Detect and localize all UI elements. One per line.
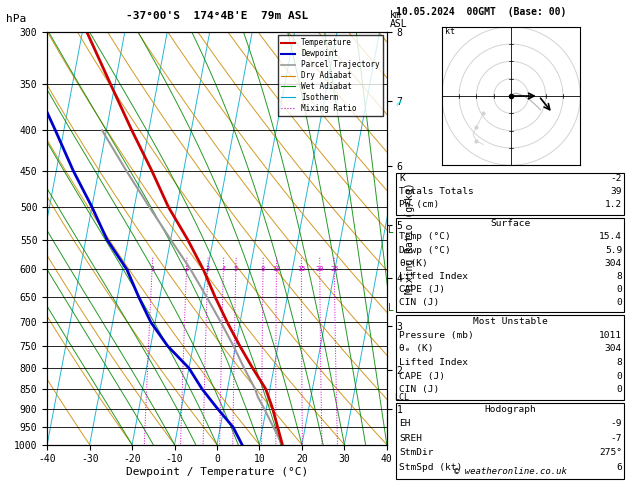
Text: 10.05.2024  00GMT  (Base: 00): 10.05.2024 00GMT (Base: 00) — [396, 7, 567, 17]
Text: K: K — [399, 174, 405, 184]
Text: Lifted Index: Lifted Index — [399, 272, 469, 281]
Text: 25: 25 — [330, 266, 338, 273]
Text: PW (cm): PW (cm) — [399, 200, 440, 209]
Text: Surface: Surface — [490, 219, 530, 228]
Text: 1: 1 — [150, 266, 154, 273]
Text: 5: 5 — [234, 266, 238, 273]
Text: CIN (J): CIN (J) — [399, 298, 440, 307]
Text: 0: 0 — [616, 285, 622, 294]
Text: CAPE (J): CAPE (J) — [399, 285, 445, 294]
Text: km
ASL: km ASL — [390, 10, 408, 29]
Text: hPa: hPa — [6, 14, 26, 24]
Text: Lifted Index: Lifted Index — [399, 358, 469, 367]
Text: 5.9: 5.9 — [605, 245, 622, 255]
Text: StmSpd (kt): StmSpd (kt) — [399, 463, 463, 472]
Text: 1011: 1011 — [599, 330, 622, 340]
Text: 4: 4 — [221, 266, 226, 273]
Text: 8: 8 — [616, 272, 622, 281]
Text: EH: EH — [399, 419, 411, 428]
Text: 0: 0 — [616, 385, 622, 395]
Text: 3: 3 — [206, 266, 210, 273]
Text: 15.4: 15.4 — [599, 232, 622, 242]
Text: CIN (J): CIN (J) — [399, 385, 440, 395]
Text: LCL: LCL — [394, 393, 409, 401]
Text: 2: 2 — [184, 266, 189, 273]
Text: -37°00'S  174°4B'E  79m ASL: -37°00'S 174°4B'E 79m ASL — [126, 11, 308, 21]
Text: kt: kt — [445, 27, 455, 35]
Text: Most Unstable: Most Unstable — [473, 317, 547, 326]
Text: ~: ~ — [393, 96, 407, 110]
Text: 15: 15 — [297, 266, 306, 273]
Text: L: L — [388, 225, 394, 235]
Text: θₑ (K): θₑ (K) — [399, 344, 434, 353]
Text: 275°: 275° — [599, 448, 622, 457]
Legend: Temperature, Dewpoint, Parcel Trajectory, Dry Adiabat, Wet Adiabat, Isotherm, Mi: Temperature, Dewpoint, Parcel Trajectory… — [279, 35, 383, 116]
Text: CAPE (J): CAPE (J) — [399, 372, 445, 381]
Text: 304: 304 — [605, 344, 622, 353]
Text: 304: 304 — [605, 259, 622, 268]
Text: -7: -7 — [611, 434, 622, 443]
Text: SREH: SREH — [399, 434, 423, 443]
Text: Temp (°C): Temp (°C) — [399, 232, 451, 242]
Text: L: L — [388, 303, 394, 313]
Text: -9: -9 — [611, 419, 622, 428]
Text: 10: 10 — [272, 266, 281, 273]
Text: Hodograph: Hodograph — [484, 405, 536, 414]
X-axis label: Dewpoint / Temperature (°C): Dewpoint / Temperature (°C) — [126, 467, 308, 477]
Text: 1.2: 1.2 — [605, 200, 622, 209]
Text: 20: 20 — [316, 266, 324, 273]
Text: 6: 6 — [616, 463, 622, 472]
Text: 0: 0 — [616, 372, 622, 381]
Text: 8: 8 — [616, 358, 622, 367]
Text: -2: -2 — [611, 174, 622, 184]
Text: StmDir: StmDir — [399, 448, 434, 457]
Y-axis label: Mixing Ratio (g/kg): Mixing Ratio (g/kg) — [405, 182, 415, 294]
Text: θₑ(K): θₑ(K) — [399, 259, 428, 268]
Text: 0: 0 — [616, 298, 622, 307]
Text: 8: 8 — [261, 266, 265, 273]
Text: Totals Totals: Totals Totals — [399, 187, 474, 196]
Text: Dewp (°C): Dewp (°C) — [399, 245, 451, 255]
Text: 39: 39 — [611, 187, 622, 196]
Text: © weatheronline.co.uk: © weatheronline.co.uk — [454, 467, 567, 476]
Text: Pressure (mb): Pressure (mb) — [399, 330, 474, 340]
